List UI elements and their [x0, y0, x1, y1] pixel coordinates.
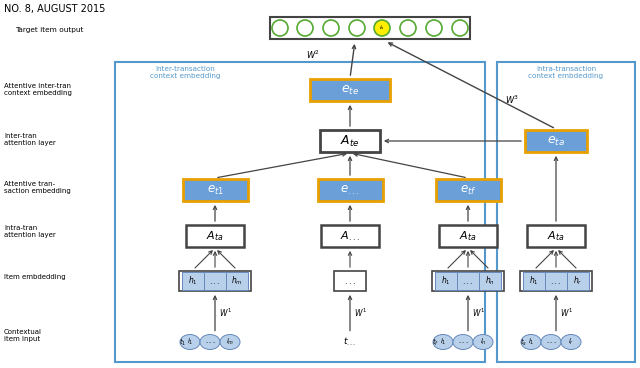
Text: NO. 8, AUGUST 2015: NO. 8, AUGUST 2015 — [4, 4, 106, 14]
Ellipse shape — [541, 335, 561, 350]
Bar — [115, 62, 485, 362]
Circle shape — [323, 20, 339, 36]
Text: $...$: $...$ — [546, 339, 556, 345]
Bar — [520, 271, 592, 291]
Text: $i_n$: $i_n$ — [479, 337, 486, 347]
Text: Intra-transaction
context embdedding: Intra-transaction context embdedding — [529, 66, 604, 79]
Bar — [432, 271, 504, 291]
Text: $...$: $...$ — [462, 276, 474, 286]
Bar — [320, 130, 380, 152]
Circle shape — [349, 20, 365, 36]
Text: $i_r$: $i_r$ — [568, 337, 574, 347]
Text: $e_{t1}$: $e_{t1}$ — [207, 184, 223, 197]
Text: Inter-transaction
context embedding: Inter-transaction context embedding — [150, 66, 220, 79]
Ellipse shape — [433, 335, 453, 350]
Text: $...$: $...$ — [550, 276, 562, 286]
Bar — [182, 272, 204, 290]
Bar — [457, 272, 479, 290]
Text: $A_{ta}$: $A_{ta}$ — [206, 229, 224, 243]
Bar — [497, 62, 635, 362]
Text: $h_n$: $h_n$ — [485, 275, 495, 287]
Bar — [435, 272, 457, 290]
Text: $t_s$: $t_s$ — [520, 336, 527, 348]
Text: $i_s$: $i_s$ — [379, 24, 385, 32]
Ellipse shape — [561, 335, 581, 350]
Text: $A_{...}$: $A_{...}$ — [340, 229, 360, 243]
Text: $W^1$: $W^1$ — [560, 307, 573, 319]
Circle shape — [374, 20, 390, 36]
Bar — [179, 271, 251, 291]
Bar — [182, 179, 248, 201]
Text: $i_m$: $i_m$ — [226, 337, 234, 347]
Text: $h_m$: $h_m$ — [231, 275, 243, 287]
Ellipse shape — [473, 335, 493, 350]
Text: $e_{te}$: $e_{te}$ — [341, 84, 359, 96]
Text: Intra-tran
attention layer: Intra-tran attention layer — [4, 226, 56, 238]
Bar — [567, 272, 589, 290]
Circle shape — [400, 20, 416, 36]
Text: $i_1$: $i_1$ — [528, 337, 534, 347]
Text: $h_1$: $h_1$ — [188, 275, 198, 287]
Bar — [186, 225, 244, 247]
Text: $W^2$: $W^2$ — [306, 49, 320, 61]
Text: $...$: $...$ — [458, 339, 468, 345]
Text: $t_f$: $t_f$ — [433, 336, 440, 348]
Ellipse shape — [453, 335, 473, 350]
Text: $i_1$: $i_1$ — [440, 337, 446, 347]
Circle shape — [426, 20, 442, 36]
Bar — [525, 130, 587, 152]
Circle shape — [272, 20, 288, 36]
Text: $A_{te}$: $A_{te}$ — [340, 134, 360, 149]
Bar — [226, 272, 248, 290]
Text: $t_{...}$: $t_{...}$ — [343, 336, 356, 348]
Text: $A_{ta}$: $A_{ta}$ — [547, 229, 564, 243]
Text: $W^1$: $W^1$ — [219, 307, 232, 319]
Text: Item embdedding: Item embdedding — [4, 274, 66, 280]
Text: $...$: $...$ — [209, 276, 221, 286]
Ellipse shape — [180, 335, 200, 350]
Ellipse shape — [521, 335, 541, 350]
Text: $h_1$: $h_1$ — [441, 275, 451, 287]
Bar — [204, 272, 226, 290]
Text: $h_r$: $h_r$ — [573, 275, 582, 287]
Bar — [334, 271, 366, 291]
Text: $i_1$: $i_1$ — [187, 337, 193, 347]
Text: $W^1$: $W^1$ — [472, 307, 485, 319]
Text: Inter-tran
attention layer: Inter-tran attention layer — [4, 134, 56, 146]
Bar — [545, 272, 567, 290]
Bar — [439, 225, 497, 247]
Circle shape — [452, 20, 468, 36]
Text: Attentive inter-tran
context embedding: Attentive inter-tran context embedding — [4, 84, 72, 96]
Text: $e_{...}$: $e_{...}$ — [340, 184, 360, 197]
Text: Target item output: Target item output — [15, 27, 83, 33]
Bar — [523, 272, 545, 290]
Bar — [527, 225, 585, 247]
Bar — [321, 225, 379, 247]
Circle shape — [297, 20, 313, 36]
Text: $h_1$: $h_1$ — [529, 275, 539, 287]
Ellipse shape — [220, 335, 240, 350]
Text: $A_{ta}$: $A_{ta}$ — [460, 229, 477, 243]
Bar — [317, 179, 383, 201]
Text: $...$: $...$ — [344, 276, 356, 286]
Ellipse shape — [200, 335, 220, 350]
Text: Attentive tran-
saction embedding: Attentive tran- saction embedding — [4, 181, 71, 195]
Bar — [310, 79, 390, 101]
Text: $e_{ta}$: $e_{ta}$ — [547, 134, 565, 148]
Bar — [479, 272, 501, 290]
Text: $e_{tf}$: $e_{tf}$ — [460, 184, 476, 197]
Text: $W^1$: $W^1$ — [354, 307, 367, 319]
Text: $W^3$: $W^3$ — [505, 94, 519, 106]
Text: $...$: $...$ — [205, 339, 215, 345]
Text: $t_1$: $t_1$ — [179, 336, 187, 348]
Bar — [435, 179, 500, 201]
Text: Contextual
item input: Contextual item input — [4, 329, 42, 342]
Bar — [270, 17, 470, 39]
